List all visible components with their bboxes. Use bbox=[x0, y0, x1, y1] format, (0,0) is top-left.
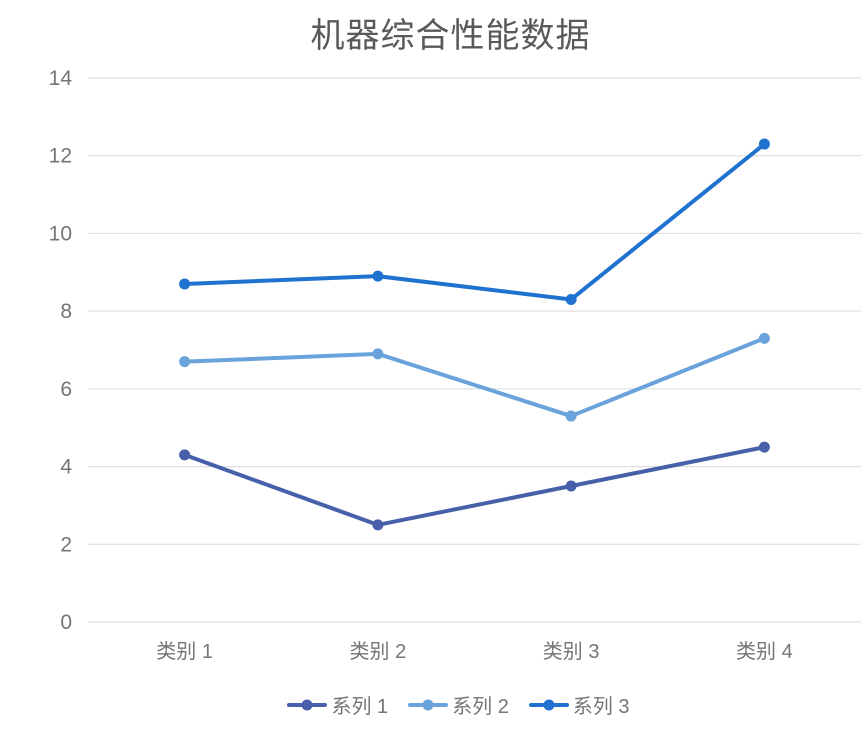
y-tick-label: 6 bbox=[60, 378, 72, 401]
legend-marker-dot bbox=[301, 699, 313, 710]
legend-marker-dot bbox=[422, 699, 434, 710]
data-point-marker bbox=[758, 138, 770, 150]
chart-title: 机器综合性能数据 bbox=[310, 18, 591, 55]
legend-label: 系列 3 bbox=[572, 696, 630, 718]
legend-label: 系列 1 bbox=[331, 696, 389, 718]
data-point-marker bbox=[565, 480, 577, 492]
x-tick-label: 类别 3 bbox=[543, 640, 600, 663]
legend-label: 系列 2 bbox=[452, 696, 509, 718]
data-point-marker bbox=[758, 441, 770, 453]
legend-item: 系列 2 bbox=[408, 690, 509, 719]
y-tick-label: 8 bbox=[60, 300, 72, 323]
y-tick-label: 12 bbox=[49, 145, 72, 168]
series-line bbox=[182, 336, 767, 419]
data-point-marker bbox=[758, 332, 770, 344]
data-point-marker bbox=[565, 410, 577, 422]
x-tick-label: 类别 1 bbox=[156, 640, 213, 663]
series-line bbox=[182, 142, 767, 302]
y-tick-label: 14 bbox=[49, 67, 73, 90]
legend-marker-line bbox=[287, 699, 328, 710]
legend: 系列 1 系列 2 系列 3 bbox=[0, 690, 865, 719]
x-tick-label: 类别 2 bbox=[350, 640, 407, 663]
data-point-marker bbox=[179, 278, 191, 290]
legend-marker-line bbox=[408, 699, 449, 710]
y-tick-label: 0 bbox=[60, 611, 72, 634]
data-point-marker bbox=[372, 348, 384, 360]
data-point-marker bbox=[179, 449, 191, 461]
legend-item: 系列 3 bbox=[528, 690, 630, 719]
data-point-marker bbox=[372, 519, 384, 531]
data-point-marker bbox=[179, 356, 191, 368]
legend-marker-line bbox=[528, 699, 569, 710]
data-point-marker bbox=[372, 270, 384, 282]
legend-marker-dot bbox=[543, 699, 555, 710]
plot-area: 0 2 4 6 8 10 12 14 类别 1 类别 2 类别 3 类别 4 bbox=[49, 67, 861, 663]
legend-item: 系列 1 bbox=[287, 690, 388, 719]
series-line bbox=[182, 445, 767, 527]
y-tick-label: 2 bbox=[60, 533, 72, 556]
y-tick-label: 10 bbox=[49, 222, 72, 245]
data-point-marker bbox=[565, 293, 577, 305]
x-tick-label: 类别 4 bbox=[736, 640, 793, 663]
y-tick-label: 4 bbox=[60, 456, 72, 479]
